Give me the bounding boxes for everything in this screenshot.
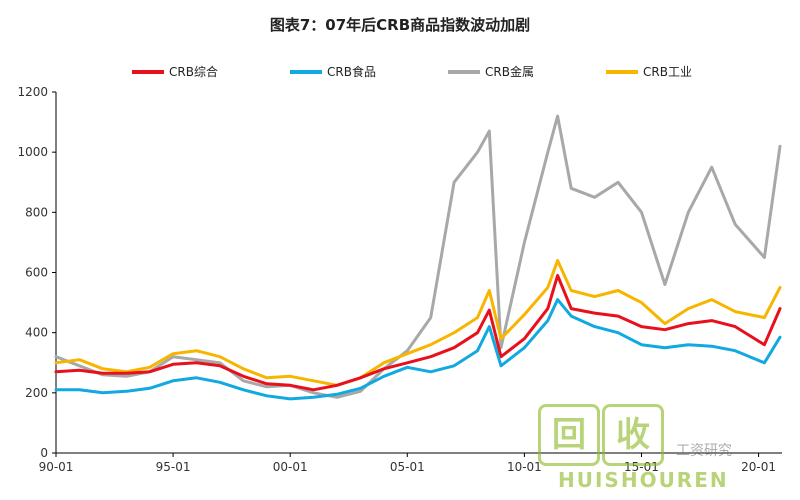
watermark-side-text: 工资研究 bbox=[676, 443, 732, 459]
legend-label: CRB工业 bbox=[643, 65, 692, 79]
legend-item-crb-industrial: CRB工业 bbox=[606, 63, 692, 80]
watermark-char-2: 收 bbox=[602, 404, 664, 466]
x-tick-label: 20-01 bbox=[741, 460, 776, 474]
x-tick-label: 95-01 bbox=[156, 460, 191, 474]
legend-swatch bbox=[448, 69, 480, 74]
legend-label: CRB综合 bbox=[169, 65, 218, 79]
legend: CRB综合 CRB食品 CRB金属 CRB工业 bbox=[0, 63, 800, 81]
series-line-0 bbox=[54, 274, 782, 392]
series-group bbox=[54, 114, 782, 401]
x-tick-label: 05-01 bbox=[390, 460, 425, 474]
y-tick-label: 400 bbox=[25, 326, 48, 340]
watermark-brand: HUISHOUREN bbox=[558, 468, 729, 492]
y-tick-label: 800 bbox=[25, 205, 48, 219]
axes: 0 200 400 600 800 1000 1200 90-01 95-01 00-01 05-0… bbox=[17, 85, 782, 474]
legend-label: CRB食品 bbox=[327, 65, 376, 79]
y-tick-label: 0 bbox=[40, 446, 48, 460]
watermark: 回 收 工资研究 HUISHOUREN bbox=[538, 398, 798, 498]
y-tick-label: 200 bbox=[25, 386, 48, 400]
series-line-3 bbox=[54, 259, 782, 387]
legend-label: CRB金属 bbox=[485, 65, 534, 79]
legend-item-crb-food: CRB食品 bbox=[290, 63, 376, 80]
legend-swatch bbox=[606, 69, 638, 74]
x-tick-label: 10-01 bbox=[507, 460, 542, 474]
series-line-1 bbox=[54, 298, 782, 401]
x-tick-label: 00-01 bbox=[273, 460, 308, 474]
legend-item-crb-metals: CRB金属 bbox=[448, 63, 534, 80]
series-line-2 bbox=[54, 114, 782, 399]
y-tick-label: 600 bbox=[25, 266, 48, 280]
chart-title: 图表7：07年后CRB商品指数波动加剧 bbox=[269, 16, 531, 34]
y-tick-label: 1000 bbox=[17, 145, 48, 159]
legend-item-crb-composite: CRB综合 bbox=[132, 63, 218, 80]
watermark-char-1: 回 bbox=[538, 404, 600, 466]
legend-swatch bbox=[290, 69, 322, 74]
y-tick-label: 1200 bbox=[17, 85, 48, 99]
legend-swatch bbox=[132, 69, 164, 74]
x-tick-label: 90-01 bbox=[39, 460, 74, 474]
